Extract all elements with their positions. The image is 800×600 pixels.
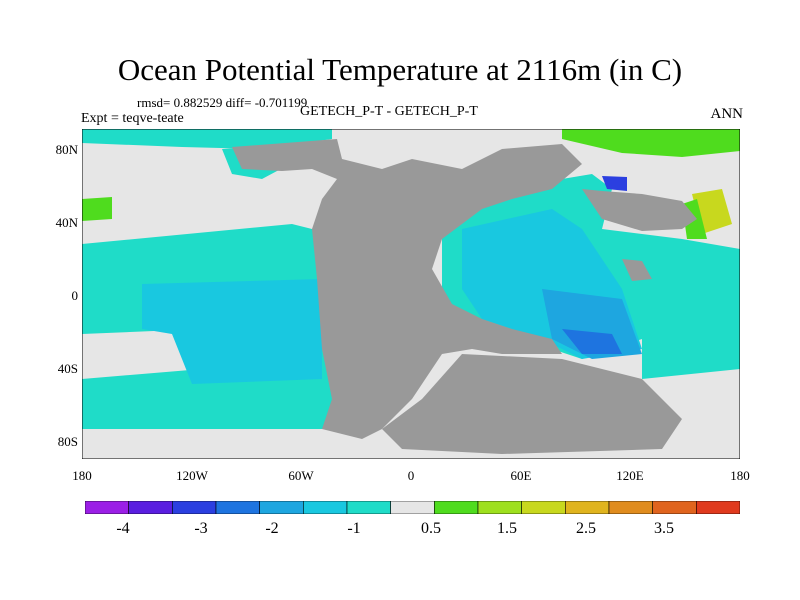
colorbar-swatch [346,501,391,514]
colorbar-swatch [521,501,566,514]
colorbar-label: 2.5 [576,520,596,537]
colorbar-swatch [652,501,697,514]
arctic-cyan-band [82,129,332,149]
colorbar-label: 3.5 [654,520,674,537]
y-tick-label: 40S [57,361,78,376]
colorbar-label: 0.5 [421,520,441,537]
map-panel [82,129,740,459]
season-label: ANN [710,106,744,122]
colorbar-swatch [608,501,653,514]
y-tick-label: 80S [57,434,78,449]
y-tick-label: 80N [55,142,78,157]
x-tick-label: 180 [730,468,750,483]
x-tick-label: 60E [510,468,532,483]
x-tick-label: 60W [288,468,314,483]
colorbar-label: -1 [347,520,361,537]
continental-landmass [232,139,582,439]
colorbar-swatch [128,501,173,514]
colorbar-swatch [390,501,435,514]
colorbar-swatch [172,501,217,514]
colorbar [85,501,740,514]
colorbar-label: -2 [265,520,279,537]
x-tick-label: 120E [616,468,644,483]
colorbar-label: -3 [194,520,208,537]
colorbar-label: 1.5 [497,520,517,537]
x-tick-label: 120W [176,468,208,483]
colorbar-swatch [565,501,610,514]
x-tick-label: 180 [72,468,92,483]
arctic-green-band [562,129,740,157]
y-tick-label: 40N [55,215,78,230]
colorbar-swatch [85,501,129,514]
stats-text: rmsd= 0.882529 diff= -0.701199 [137,95,308,110]
north-pacific-green [82,197,112,221]
colorbar-swatch [303,501,348,514]
y-tick-label: 0 [71,288,79,303]
island-landmass [622,259,652,281]
experiment-label: Expt = teqve-teate [81,111,184,126]
chart-title: Ocean Potential Temperature at 2116m (in… [117,52,683,87]
comparison-label: GETECH_P-T - GETECH_P-T [300,104,478,119]
pacific-cyan-field [142,279,322,384]
x-tick-label: 0 [407,468,415,483]
colorbar-swatch [477,501,522,514]
southern-blue-field [542,289,642,359]
colorbar-label: -4 [116,520,130,537]
southern-deep-blue [562,329,622,354]
colorbar-swatch [215,501,260,514]
colorbar-swatch [696,501,740,514]
eastern-landmass [582,189,697,231]
antarctic-landmass [382,354,682,454]
colorbar-swatch [434,501,479,514]
colorbar-swatch [259,501,304,514]
northern-blue-spot [602,176,627,191]
